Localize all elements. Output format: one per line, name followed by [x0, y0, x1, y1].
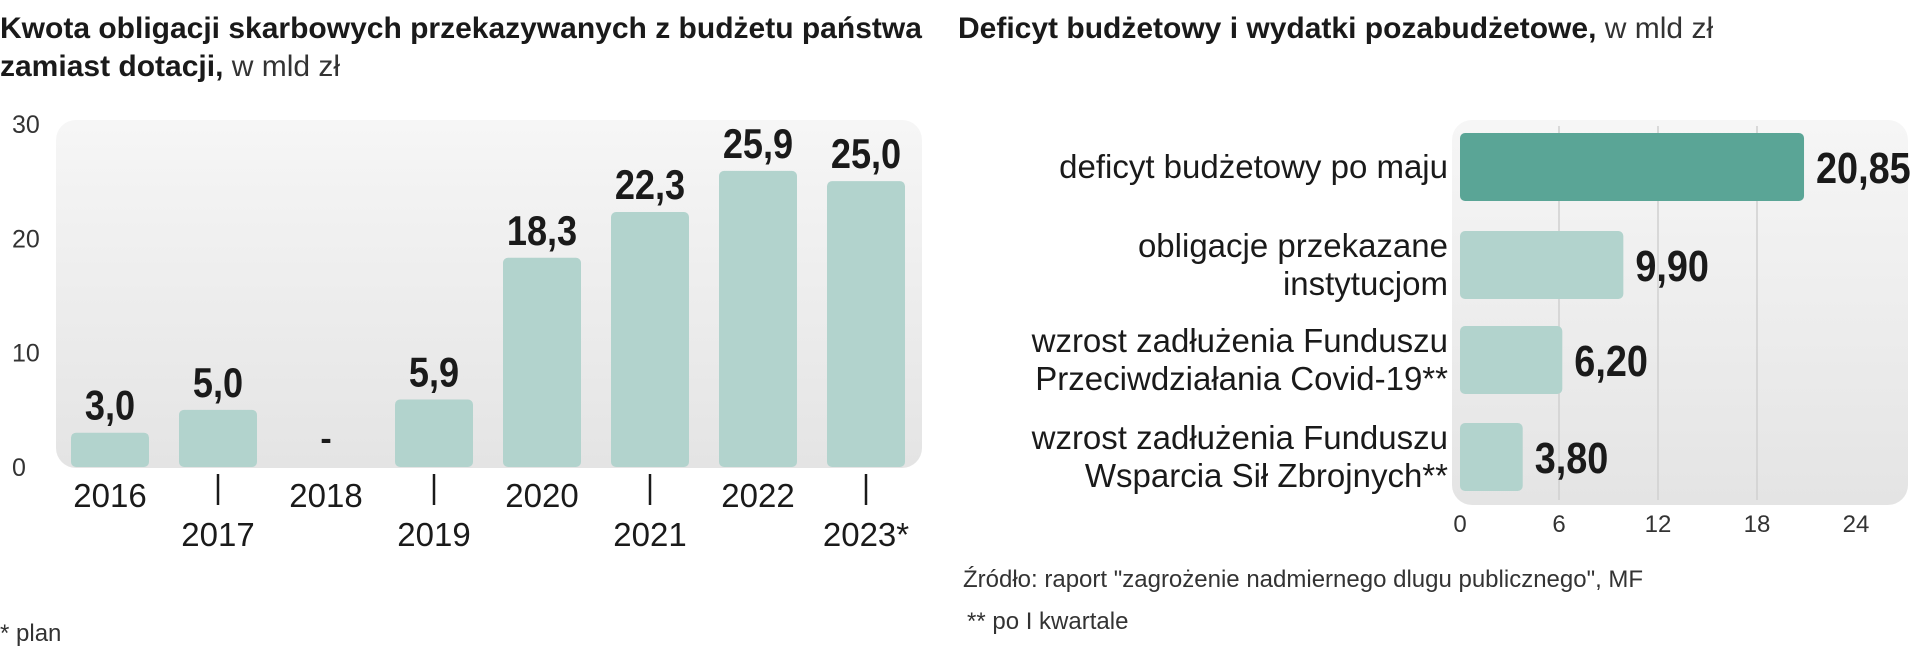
right-chart-title: Deficyt budżetowy i wydatki pozabudżetow… [958, 10, 1918, 48]
x-tick-label: 2021 [613, 516, 686, 553]
left-chart-title-text: Kwota obligacji skarbowych przekazywanyc… [0, 12, 922, 83]
bar-2021 [611, 212, 689, 467]
x-tick-label: 2023* [823, 516, 909, 553]
bar-row-1 [1460, 133, 1805, 201]
data-label-2021: 22,3 [615, 163, 685, 209]
bar-2017 [179, 409, 257, 467]
right-chart-title-unit: w mld zł [1604, 12, 1714, 45]
quarter-note: ** po I kwartale [967, 608, 1129, 635]
right-chart-title-text: Deficyt budżetowy i wydatki pozabudżetow… [958, 12, 1597, 45]
bar-2022 [719, 170, 797, 468]
x-tick-label: 24 [1843, 511, 1870, 538]
bar-row-4 [1460, 423, 1523, 491]
x-tick-label: 2019 [397, 516, 470, 553]
data-label-2016: 3,0 [85, 383, 135, 429]
left-chart-title: Kwota obligacji skarbowych przekazywanyc… [0, 10, 930, 86]
y-tick-label: 0 [12, 454, 26, 482]
data-label-2019: 5,9 [409, 350, 459, 396]
x-tick-label: 12 [1645, 511, 1672, 538]
data-label-2020: 18,3 [507, 208, 577, 254]
right-chart-panel [1452, 120, 1908, 505]
x-tick-label: 2016 [73, 477, 146, 514]
category-label: Wsparcia Sił Zbrojnych** [1085, 457, 1448, 494]
bar-2023* [827, 181, 905, 467]
category-label: wzrost zadłużenia Funduszu [1031, 419, 1448, 456]
category-label: obligacje przekazane [1138, 227, 1448, 264]
bar-2020 [503, 257, 581, 467]
x-tick-label: 6 [1552, 511, 1565, 538]
data-label-2018: - [320, 420, 331, 458]
data-label-2017: 5,0 [193, 360, 243, 406]
category-label: deficyt budżetowy po maju [1059, 148, 1448, 185]
left-bar-chart: 0 10 20 30 3,0 2016 5,0 2017 - 2018 5,9 2019 18,3 202… [12, 111, 922, 553]
footnote-plan: * plan [0, 620, 62, 647]
y-tick-label: 20 [12, 225, 40, 253]
category-label: wzrost zadłużenia Funduszu [1031, 322, 1448, 359]
data-label-row-4: 3,80 [1535, 433, 1609, 482]
data-label-row-3: 6,20 [1574, 336, 1648, 385]
right-bar-chart: 0 6 12 18 24 20,85 deficyt budżetowy po maju 9,… [1031, 120, 1911, 538]
data-label-row-2: 9,90 [1635, 241, 1709, 290]
bar-row-3 [1460, 326, 1563, 394]
data-label-row-1: 20,85 [1816, 143, 1911, 192]
source-note: Źródło: raport "zagrożenie nadmiernego d… [963, 566, 1644, 593]
x-tick-label: 2020 [505, 477, 578, 514]
x-tick-label: 2022 [721, 477, 794, 514]
x-tick-label: 18 [1744, 511, 1771, 538]
category-label: Przeciwdziałania Covid-19** [1035, 360, 1448, 397]
bar-2016 [71, 432, 149, 467]
x-tick-label: 2018 [289, 477, 362, 514]
category-label: instytucjom [1283, 265, 1448, 302]
bar-row-2 [1460, 231, 1624, 299]
left-chart-title-unit: w mld zł [231, 50, 341, 83]
data-label-2022: 25,9 [723, 121, 793, 167]
bar-2019 [395, 399, 473, 467]
y-tick-label: 30 [12, 111, 40, 139]
x-tick-label: 0 [1453, 511, 1466, 538]
data-label-2023*: 25,0 [831, 132, 901, 178]
y-tick-label: 10 [12, 340, 40, 368]
left-chart-panel [56, 120, 922, 468]
x-tick-label: 2017 [181, 516, 254, 553]
